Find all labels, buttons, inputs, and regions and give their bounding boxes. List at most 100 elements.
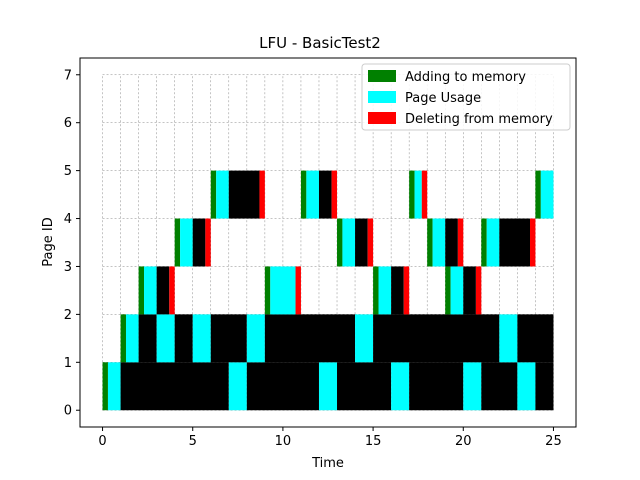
bar-segment-del <box>403 266 410 315</box>
bar-segment-del <box>205 218 211 267</box>
bar-segment-resident <box>481 362 518 411</box>
x-tick-label: 15 <box>365 434 382 449</box>
y-tick-label: 2 <box>64 308 72 323</box>
x-axis-ticks: 0 5 10 15 20 25 <box>98 427 562 449</box>
bar-segment-add <box>373 266 379 315</box>
bar-segment-use <box>414 170 422 219</box>
legend-label-use: Page Usage <box>405 91 481 106</box>
bar-segment-use <box>144 266 157 315</box>
bar-segment-del <box>331 170 338 219</box>
bar-segment-del <box>169 266 175 315</box>
legend: Adding to memory Page Usage Deleting from … <box>361 63 571 131</box>
bar-segment-resident <box>174 314 193 363</box>
legend-box <box>361 63 571 131</box>
chart-title: LFU - BasicTest2 <box>259 34 381 52</box>
bar-segment-resident <box>463 266 476 315</box>
bar-segment-resident <box>156 266 170 315</box>
bar-segment-add <box>300 170 307 219</box>
bar-segment-del <box>295 266 301 315</box>
y-axis-ticks: 0 1 2 3 4 5 6 7 <box>64 68 80 419</box>
bar-segment-use <box>192 314 211 363</box>
bar-segment-add <box>120 314 126 363</box>
bar-segment-use <box>270 266 296 315</box>
bar-segment-add <box>445 266 451 315</box>
bar-segment-del <box>530 218 536 267</box>
bar-segment-use <box>318 362 338 411</box>
y-tick-label: 7 <box>64 68 72 83</box>
bar-segment-resident <box>246 362 319 411</box>
y-tick-label: 3 <box>64 260 72 275</box>
x-tick-label: 5 <box>189 434 197 449</box>
y-tick-label: 1 <box>64 356 72 371</box>
bar-segment-use <box>355 314 374 363</box>
y-tick-label: 5 <box>64 164 72 179</box>
legend-swatch-use <box>368 91 396 103</box>
bar-segment-use <box>391 362 410 411</box>
bar-segment-resident <box>228 170 260 219</box>
bar-segment-resident <box>499 218 531 267</box>
bar-segment-del <box>421 170 428 219</box>
bars <box>102 170 554 411</box>
legend-label-del: Deleting from memory <box>405 112 553 127</box>
bar-segment-use <box>107 362 121 411</box>
bar-segment-use <box>540 170 554 219</box>
bar-segment-use <box>499 314 518 363</box>
bar-segment-add <box>264 266 271 315</box>
x-axis-label: Time <box>311 456 344 471</box>
bar-segment-use <box>228 362 247 411</box>
bar-segment-resident <box>391 266 404 315</box>
bar-segment-resident <box>264 314 356 363</box>
bar-segment-use <box>216 170 229 219</box>
bar-segment-use <box>486 218 500 267</box>
y-axis-label: Page ID <box>41 217 56 266</box>
plot-frame <box>79 57 577 428</box>
bar-segment-add <box>409 170 415 219</box>
bar-segment-add <box>427 218 433 267</box>
x-tick-label: 20 <box>455 434 472 449</box>
bar-segment-del <box>259 170 265 219</box>
legend-label-add: Adding to memory <box>405 70 526 85</box>
bar-segment-resident <box>445 218 458 267</box>
x-tick-label: 10 <box>275 434 292 449</box>
bar-segment-resident <box>318 170 332 219</box>
bar-segment-resident <box>138 314 157 363</box>
bar-segment-use <box>450 266 464 315</box>
bar-segment-use <box>156 314 175 363</box>
bar-segment-use <box>125 314 139 363</box>
bar-segment-add <box>481 218 487 267</box>
bar-segment-resident <box>355 218 368 267</box>
x-tick-label: 25 <box>545 434 562 449</box>
legend-swatch-add <box>368 70 396 82</box>
bar-segment-add <box>210 170 217 219</box>
bar-segment-use <box>180 218 193 267</box>
bar-segment-use <box>378 266 392 315</box>
bar-segment-del <box>475 266 482 315</box>
bar-segment-resident <box>337 362 392 411</box>
x-tick-label: 0 <box>98 434 106 449</box>
bar-segment-add <box>174 218 181 267</box>
bar-segment-add <box>138 266 145 315</box>
bar-segment-use <box>463 362 482 411</box>
bar-segment-resident <box>517 314 554 363</box>
bar-segment-add <box>535 170 541 219</box>
y-tick-label: 6 <box>64 116 72 131</box>
bar-segment-add <box>337 218 343 267</box>
bar-segment-del <box>457 218 464 267</box>
bar-segment-use <box>246 314 265 363</box>
bar-segment-use <box>517 362 536 411</box>
bar-segment-add <box>102 362 108 411</box>
y-tick-label: 4 <box>64 212 72 227</box>
y-tick-label: 0 <box>64 404 72 419</box>
bar-segment-use <box>306 170 319 219</box>
bar-segment-resident <box>409 362 464 411</box>
bar-segment-resident <box>535 362 554 411</box>
bar-segment-del <box>367 218 374 267</box>
legend-swatch-del <box>368 112 396 124</box>
bar-segment-resident <box>373 314 500 363</box>
bar-segment-resident <box>210 314 247 363</box>
bar-segment-use <box>432 218 446 267</box>
bar-segment-resident <box>120 362 229 411</box>
bar-segment-use <box>342 218 356 267</box>
bar-segment-resident <box>192 218 206 267</box>
